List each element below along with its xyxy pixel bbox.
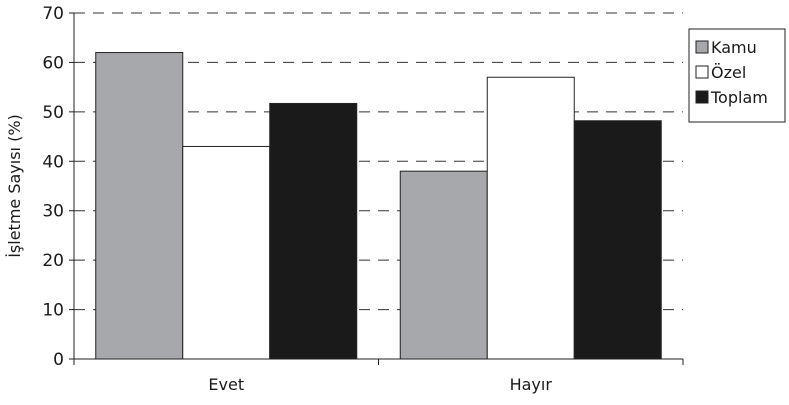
bar-kamu-0 [95, 52, 184, 360]
x-tick-label: Evet [208, 375, 244, 394]
y-tick-label: 60 [42, 53, 64, 73]
y-tick-label: 40 [42, 152, 64, 172]
y-tick-label: 30 [42, 202, 64, 222]
legend: Kamu Özel Toplam [688, 28, 786, 123]
y-tick-label: 20 [42, 251, 64, 271]
x-tick-labels: Evet Hayır [73, 359, 684, 394]
y-axis-title: İşletme Sayısı (%) [5, 114, 24, 258]
y-tick-label: 0 [53, 350, 64, 370]
legend-swatch [695, 90, 709, 104]
y-tick-label: 50 [42, 103, 64, 123]
bar-kamu-1 [399, 170, 488, 360]
legend-label: Kamu [711, 38, 757, 57]
y-tick-label: 10 [42, 301, 64, 321]
bar--zel-0 [182, 145, 271, 360]
legend-swatch [695, 40, 709, 54]
bar-toplam-1 [573, 120, 662, 360]
bar-toplam-0 [269, 102, 358, 360]
bar--zel-1 [486, 76, 575, 360]
bars [95, 52, 662, 360]
legend-swatch [695, 65, 709, 79]
legend-label: Toplam [710, 88, 768, 107]
y-ticks: 0 10 20 30 40 50 60 70 [42, 4, 74, 370]
y-tick-label: 70 [42, 4, 64, 24]
x-tick-label: Hayır [510, 375, 553, 394]
legend-label: Özel [711, 63, 746, 82]
